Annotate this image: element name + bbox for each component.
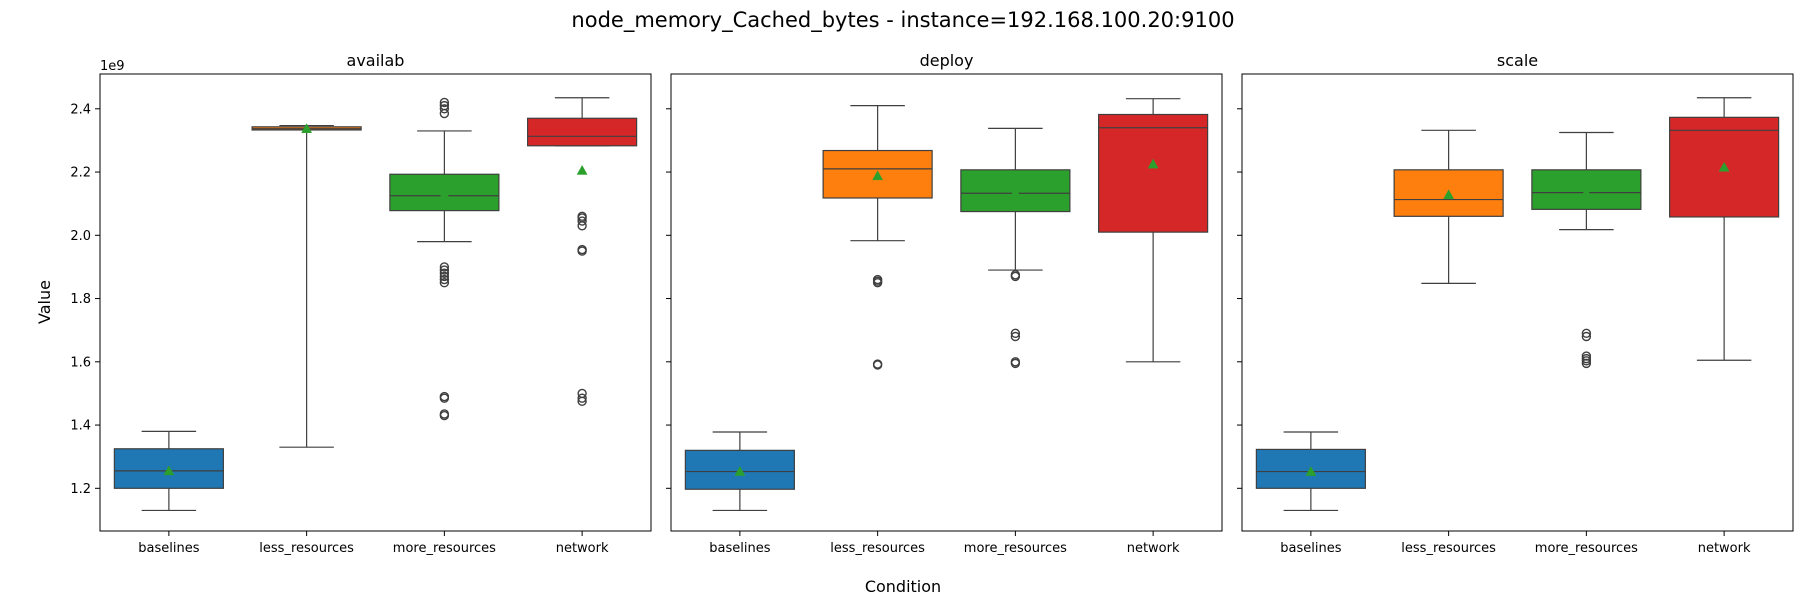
- x-tick-label: more_resources: [964, 541, 1067, 556]
- x-tick-label: baselines: [1280, 541, 1341, 556]
- panel-frame: [99, 73, 652, 532]
- mean-marker: [301, 123, 313, 133]
- outlier-point: [577, 244, 587, 255]
- y-tick-label: 2.2: [70, 166, 91, 181]
- outlier-point: [577, 388, 587, 399]
- outlier-point: [439, 268, 450, 278]
- box-less_resources: [1393, 129, 1504, 284]
- box-network: [1098, 98, 1209, 363]
- outlier-point: [1010, 331, 1021, 342]
- panel-title: deploy: [920, 51, 974, 70]
- outlier-point: [439, 262, 450, 272]
- x-tick-label: baselines: [138, 541, 199, 556]
- box-network: [1669, 97, 1780, 361]
- x-tick-label: less_resources: [830, 541, 925, 556]
- chart-panels: availab 1.2 1.4 1.6 1.8 2.0 2.2 2.4 baselines les…: [70, 51, 1794, 556]
- box-network: [527, 97, 638, 407]
- outlier-point: [577, 393, 587, 403]
- outlier-point: [872, 359, 883, 369]
- y-tick-label: 1.2: [70, 482, 91, 497]
- outlier-point: [1010, 270, 1021, 280]
- box-more_resources: [1531, 131, 1642, 369]
- outlier-point: [1581, 351, 1592, 361]
- outlier-point: [1581, 358, 1592, 369]
- mean-marker: [163, 465, 175, 476]
- x-tick-label: network: [1698, 541, 1751, 556]
- outlier-point: [1581, 353, 1592, 364]
- x-tick-label: baselines: [709, 541, 770, 556]
- panel-title: scale: [1497, 51, 1538, 70]
- mean-marker: [438, 188, 450, 199]
- box-less_resources: [822, 105, 933, 370]
- box-baselines: [113, 430, 224, 512]
- panel-frame: [670, 73, 1223, 532]
- y-offset-label: 1e9: [100, 59, 125, 74]
- x-tick-label: less_resources: [259, 541, 354, 556]
- y-tick-label: 1.8: [70, 292, 91, 307]
- outlier-point: [439, 393, 450, 403]
- panel-title: availab: [347, 51, 405, 70]
- box-baselines: [1255, 431, 1366, 512]
- x-axis-label: Condition: [865, 577, 941, 596]
- x-tick-label: network: [556, 541, 609, 556]
- box-body: [1098, 113, 1209, 233]
- box-body: [527, 117, 638, 147]
- y-tick-label: 1.4: [70, 419, 91, 434]
- y-tick-label: 2.0: [70, 229, 91, 244]
- figure-title: node_memory_Cached_bytes - instance=192.…: [571, 8, 1234, 33]
- mean-marker: [1580, 187, 1592, 197]
- outlier-point: [577, 211, 587, 222]
- outlier-point: [439, 271, 450, 282]
- outlier-point: [1581, 328, 1592, 339]
- outlier-point: [1581, 331, 1592, 342]
- x-tick-label: less_resources: [1401, 541, 1496, 556]
- outlier-point: [872, 274, 883, 285]
- outlier-point: [439, 104, 450, 114]
- box-less_resources: [251, 123, 362, 448]
- box-baselines: [684, 431, 795, 512]
- box-more_resources: [389, 97, 500, 421]
- x-tick-label: network: [1127, 541, 1180, 556]
- mean-marker: [734, 466, 746, 476]
- outlier-point: [439, 265, 450, 275]
- mean-marker: [576, 164, 588, 175]
- mean-marker: [1009, 187, 1021, 197]
- chart-panel-availab: availab 1.2 1.4 1.6 1.8 2.0 2.2 2.4 baselines les…: [70, 51, 652, 556]
- outlier-point: [439, 278, 450, 288]
- chart-panel-scale: scale baselines less_resources more_resourc…: [1237, 51, 1794, 556]
- outlier-point: [1010, 357, 1021, 367]
- mean-marker: [1718, 161, 1730, 172]
- mean-marker: [872, 170, 884, 181]
- box-more_resources: [960, 127, 1071, 369]
- y-tick-label: 1.6: [70, 355, 91, 370]
- x-tick-label: more_resources: [393, 541, 496, 556]
- y-axis-label: Value: [35, 280, 54, 324]
- panel-frame: [1241, 73, 1794, 532]
- outlier-point: [439, 100, 450, 111]
- chart-panel-deploy: deploy baselines less_resources more_resour…: [666, 51, 1223, 556]
- mean-marker: [1305, 466, 1317, 476]
- outlier-point: [1010, 328, 1021, 339]
- outlier-point: [439, 410, 450, 421]
- mean-marker: [1443, 189, 1455, 200]
- x-tick-label: more_resources: [1535, 541, 1638, 556]
- outlier-point: [577, 216, 587, 226]
- outlier-point: [439, 97, 450, 108]
- mean-marker: [1147, 158, 1159, 169]
- y-tick-label: 2.4: [70, 102, 91, 117]
- outlier-point: [439, 274, 450, 285]
